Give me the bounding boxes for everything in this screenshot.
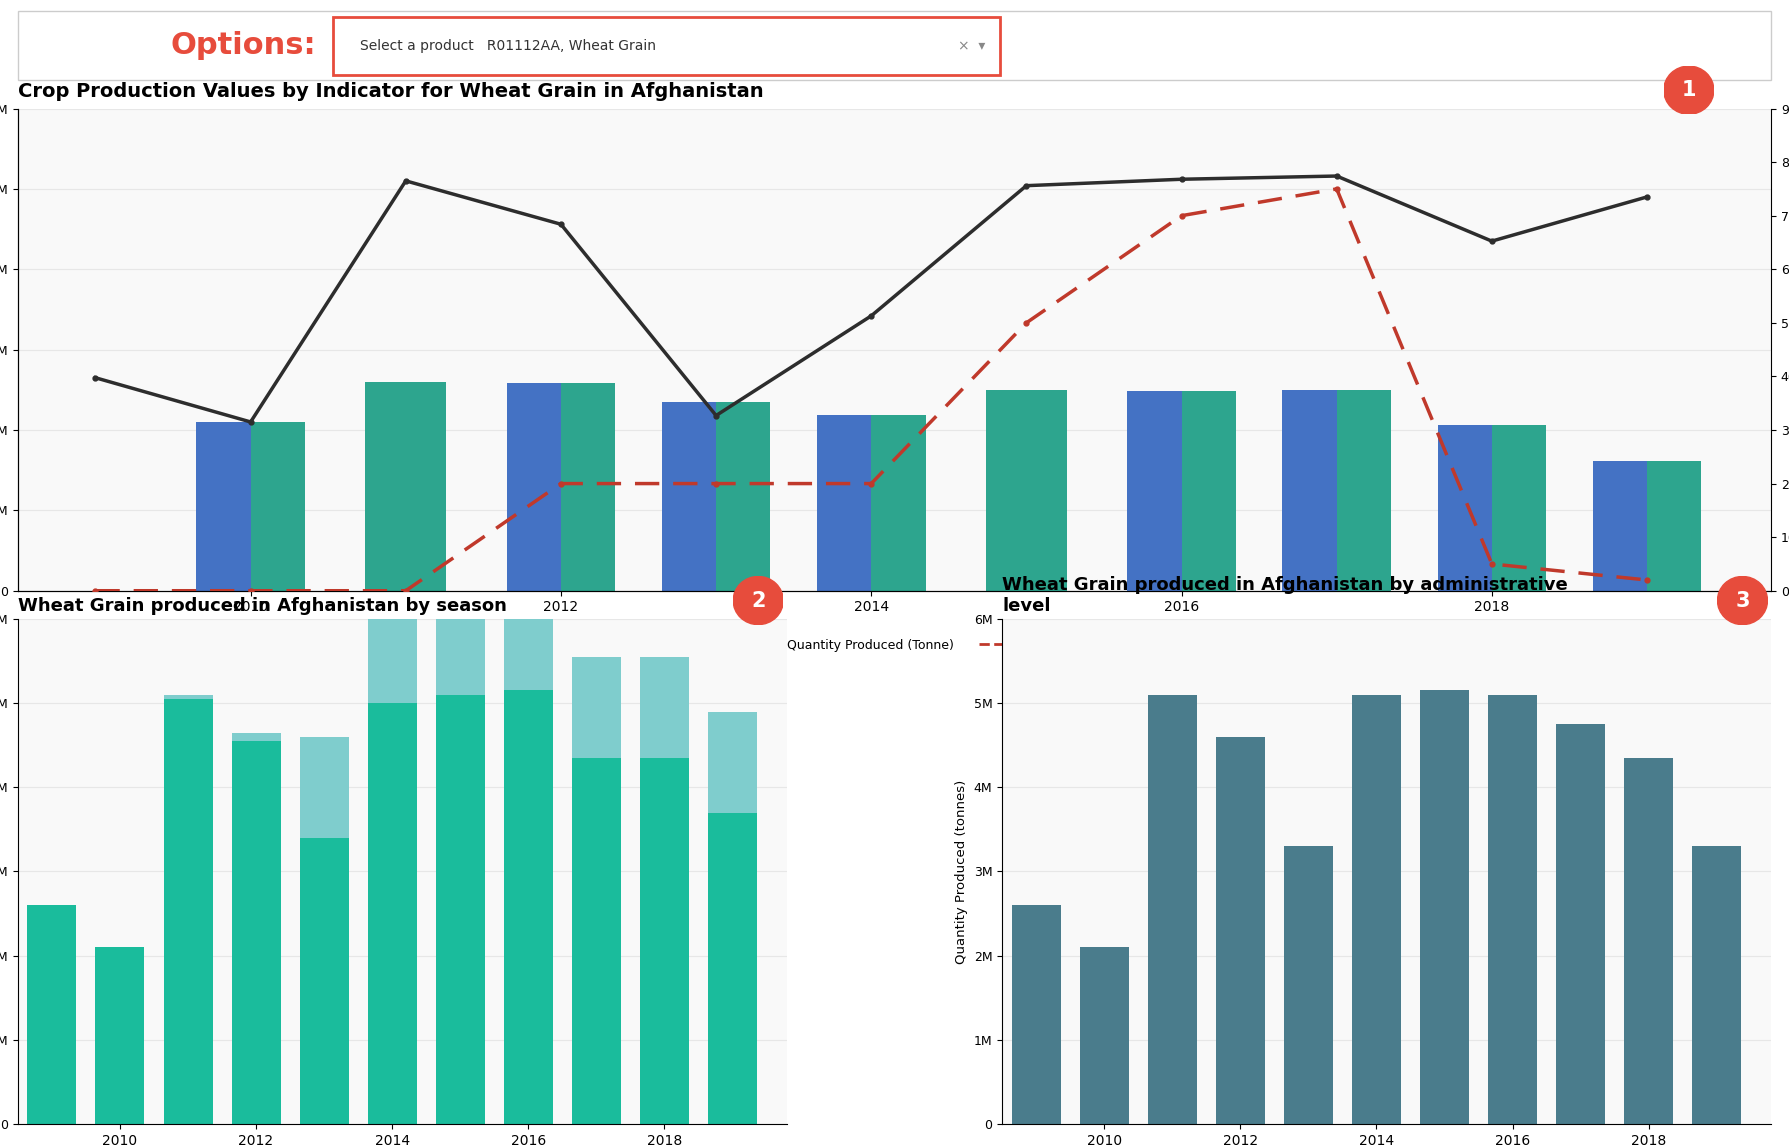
Bar: [1283, 390, 1336, 591]
Bar: [708, 711, 757, 812]
Bar: [27, 905, 77, 1124]
Bar: [504, 582, 553, 690]
Bar: [1420, 690, 1469, 1124]
Bar: [504, 690, 553, 1124]
Text: 2: 2: [751, 591, 766, 610]
Text: ×  ▾: × ▾: [959, 39, 986, 53]
Bar: [818, 415, 871, 591]
Bar: [1127, 391, 1181, 591]
Circle shape: [1717, 577, 1768, 625]
Bar: [163, 695, 213, 699]
Bar: [640, 758, 689, 1124]
Bar: [369, 602, 417, 703]
Bar: [1217, 736, 1265, 1124]
Bar: [640, 657, 689, 758]
Bar: [662, 401, 716, 591]
Bar: [1488, 695, 1537, 1124]
Bar: [1556, 724, 1605, 1124]
Bar: [1336, 390, 1392, 591]
Bar: [299, 837, 349, 1124]
FancyBboxPatch shape: [18, 11, 1771, 80]
Bar: [1592, 461, 1648, 591]
Text: 3: 3: [1735, 591, 1750, 610]
Bar: [197, 422, 250, 591]
Bar: [1149, 695, 1197, 1124]
Bar: [1181, 391, 1236, 591]
Bar: [437, 695, 485, 1124]
Bar: [1624, 758, 1673, 1124]
Bar: [437, 585, 485, 695]
Text: Options:: Options:: [170, 31, 317, 61]
Bar: [231, 741, 281, 1124]
Legend: Area Harvested (hectare), Area Planted (hectare), Quantity Produced (Tonne), Yie: Area Harvested (hectare), Area Planted (…: [327, 634, 1183, 657]
Text: 1: 1: [1682, 80, 1696, 100]
Text: Wheat Grain produced in Afghanistan by season: Wheat Grain produced in Afghanistan by s…: [18, 596, 506, 615]
Bar: [986, 390, 1066, 591]
Bar: [572, 657, 621, 758]
Bar: [1352, 695, 1401, 1124]
Bar: [572, 758, 621, 1124]
Text: Crop Production Values by Indicator for Wheat Grain in Afghanistan: Crop Production Values by Indicator for …: [18, 83, 764, 101]
Bar: [871, 415, 925, 591]
Bar: [716, 401, 771, 591]
Text: Wheat Grain produced in Afghanistan by administrative
level: Wheat Grain produced in Afghanistan by a…: [1002, 576, 1567, 615]
Bar: [562, 383, 615, 591]
Bar: [231, 733, 281, 741]
FancyBboxPatch shape: [333, 17, 1000, 75]
Circle shape: [1664, 67, 1714, 115]
Bar: [1492, 426, 1546, 591]
Circle shape: [733, 577, 784, 625]
Bar: [299, 736, 349, 837]
Bar: [163, 699, 213, 1124]
Y-axis label: Quantity Produced (tonnes): Quantity Produced (tonnes): [955, 779, 968, 963]
Bar: [369, 703, 417, 1124]
Bar: [1438, 426, 1492, 591]
Bar: [1081, 947, 1129, 1124]
Bar: [95, 947, 145, 1124]
Bar: [250, 422, 304, 591]
Bar: [506, 383, 562, 591]
Bar: [1692, 846, 1741, 1124]
Bar: [1013, 905, 1061, 1124]
Bar: [708, 812, 757, 1124]
Bar: [1648, 461, 1701, 591]
Bar: [1285, 846, 1333, 1124]
Text: Select a product   R01112AA, Wheat Grain: Select a product R01112AA, Wheat Grain: [360, 39, 657, 53]
Bar: [365, 382, 447, 591]
